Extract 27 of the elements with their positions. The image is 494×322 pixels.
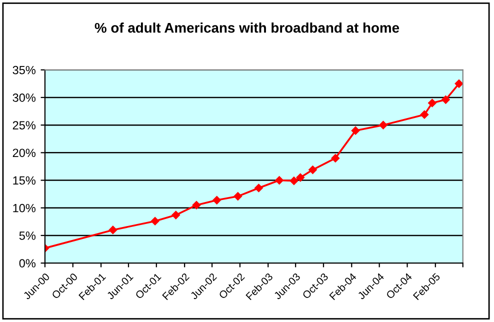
y-tick-label: 25%	[12, 121, 36, 130]
y-tick-label: 15%	[13, 176, 36, 185]
y-tick-label: 20%	[12, 148, 36, 158]
point	[331, 154, 340, 162]
chart-title: % of adult Americans with broadband at home	[94, 22, 400, 33]
point	[442, 96, 450, 104]
y-tick-label: 10%	[13, 204, 36, 212]
y-tick-label: 0%	[19, 259, 36, 268]
point	[108, 226, 118, 234]
y-tick-label: 30%	[12, 94, 36, 102]
point	[254, 184, 263, 192]
point	[234, 192, 242, 200]
point	[351, 126, 360, 135]
point	[454, 80, 463, 88]
y-tick-label: 5%	[19, 232, 36, 240]
point	[172, 210, 180, 220]
point	[275, 176, 284, 184]
point	[428, 98, 436, 108]
point	[296, 173, 305, 182]
point	[150, 216, 160, 226]
point	[192, 200, 201, 210]
point	[379, 120, 388, 130]
y-tick-label: 35%	[12, 66, 36, 74]
point	[420, 110, 429, 119]
point	[212, 196, 221, 204]
point	[308, 166, 317, 174]
point	[290, 176, 298, 185]
